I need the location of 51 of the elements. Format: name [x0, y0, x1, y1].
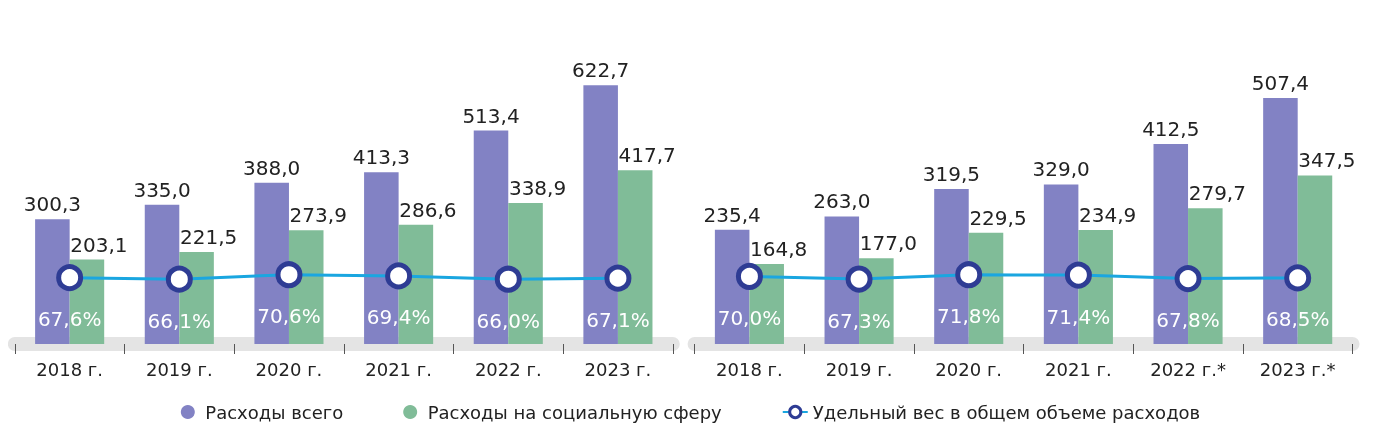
data-label: 68,5%: [1265, 307, 1330, 332]
data-label: 513,4: [462, 103, 520, 128]
data-label: 622,7: [572, 58, 630, 83]
data-label: 67,6%: [37, 307, 102, 332]
data-label: 319,5: [922, 162, 981, 187]
data-label: 234,9: [1079, 203, 1137, 228]
x-tick-label: 2022 г.: [474, 358, 542, 380]
data-label: 69,4%: [366, 305, 431, 330]
data-label: 229,5: [969, 205, 1027, 230]
data-label: 329,0: [1032, 157, 1090, 182]
x-tick-label: 2021 г.: [1045, 358, 1112, 380]
data-label: 279,7: [1188, 181, 1246, 206]
data-label: 263,0: [813, 189, 871, 214]
legend-label: Удельный вес в общем объеме расходов: [812, 401, 1201, 423]
data-label: 413,3: [352, 145, 410, 170]
data-label: 347,5: [1298, 148, 1356, 173]
x-tick-label: 2020 г.: [935, 358, 1003, 380]
data-label: 70,0%: [717, 305, 782, 330]
data-label: 67,3%: [827, 308, 891, 333]
data-label: 66,0%: [476, 308, 541, 333]
data-label: 338,9: [508, 176, 567, 201]
data-label: 412,5: [1142, 116, 1200, 141]
x-tick-label: 2018 г.: [36, 358, 104, 380]
data-label: 335,0: [133, 177, 191, 202]
legend-label: Расходы на социальную сферу: [427, 401, 723, 423]
data-label: 203,1: [70, 232, 128, 257]
data-label: 71,8%: [936, 304, 1001, 329]
data-label: 388,0: [243, 155, 301, 180]
data-label: 507,4: [1251, 70, 1310, 95]
data-label: 71,4%: [1046, 304, 1111, 329]
legend-label: Расходы всего: [205, 401, 344, 423]
data-label: 286,6: [399, 197, 457, 222]
x-tick-label: 2021 г.: [365, 358, 432, 380]
x-tick-label: 2019 г.: [825, 358, 893, 380]
data-label: 273,9: [289, 203, 347, 228]
x-tick-label: 2020 г.: [255, 358, 323, 380]
data-label: 67,8%: [1156, 308, 1220, 333]
data-label: 235,4: [703, 202, 761, 227]
data-label: 164,8: [750, 237, 808, 262]
data-label: 417,7: [618, 143, 676, 168]
data-label: 177,0: [859, 231, 917, 256]
x-tick-label: 2023 г.: [584, 358, 652, 380]
x-tick-label: 2023 г.*: [1259, 358, 1336, 380]
x-tick-label: 2019 г.: [145, 358, 213, 380]
data-label: 66,1%: [147, 308, 212, 333]
x-tick-label: 2022 г.*: [1150, 358, 1226, 380]
data-label: 67,1%: [586, 307, 650, 332]
data-label: 70,6%: [257, 304, 321, 329]
data-label: 221,5: [179, 224, 238, 249]
data-label: 300,3: [23, 192, 82, 217]
x-tick-label: 2018 г.: [716, 358, 783, 380]
